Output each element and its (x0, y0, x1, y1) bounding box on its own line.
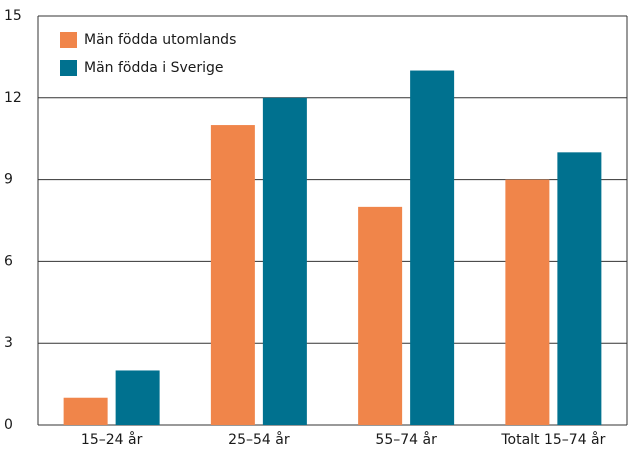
y-tick-label: 15 (4, 8, 22, 24)
legend-label: Män födda i Sverige (84, 60, 224, 76)
bar (262, 97, 307, 426)
legend-swatch (60, 32, 77, 48)
bar (358, 206, 403, 425)
x-tick-label: 55–74 år (375, 431, 437, 448)
legend-label: Män födda utomlands (84, 32, 236, 48)
x-tick-label: Totalt 15–74 år (500, 431, 605, 448)
y-tick-label: 6 (4, 253, 13, 269)
bar (557, 152, 602, 426)
x-tick-label: 15–24 år (81, 431, 143, 448)
bar (410, 70, 455, 426)
legend-swatch (60, 60, 77, 76)
y-tick-label: 9 (4, 172, 13, 188)
y-tick-label: 0 (4, 417, 13, 433)
bar (210, 125, 255, 426)
x-tick-label: 25–54 år (228, 431, 290, 448)
bar (63, 397, 108, 425)
y-tick-label: 3 (4, 335, 13, 351)
bar (115, 370, 160, 425)
bar (505, 179, 550, 425)
y-tick-label: 12 (4, 90, 22, 106)
